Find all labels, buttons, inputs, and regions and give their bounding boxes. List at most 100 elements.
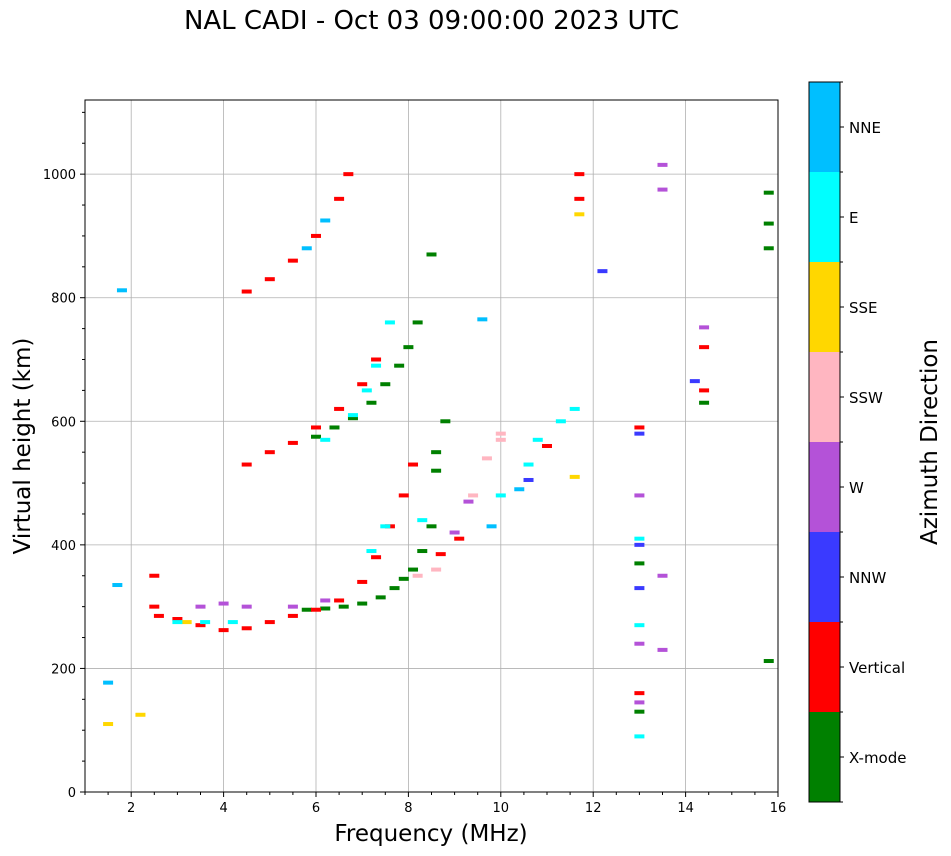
echo-point-x-mode [412,320,423,325]
y-tick-label: 600 [51,415,76,430]
colorbar-tick-label: Vertical [849,659,905,677]
echo-point-vertical [371,555,382,560]
echo-point-x-mode [634,709,645,714]
echo-point-vertical [153,613,164,618]
echo-point-vertical [264,620,275,625]
echo-point-e [347,413,358,418]
echo-point-x-mode [699,400,710,405]
echo-point-e [172,620,183,625]
echo-point-x-mode [408,567,419,572]
echo-point-vertical [634,425,645,430]
echo-point-nnw [523,477,534,482]
echo-point-vertical [408,462,419,467]
echo-point-x-mode [366,400,377,405]
echo-point-w [634,700,645,705]
echo-point-w [634,493,645,498]
echo-point-w [241,604,252,609]
echo-point-w [657,187,668,192]
echo-point-vertical [218,628,229,633]
echo-point-vertical [149,604,160,609]
x-tick-label: 6 [312,801,320,816]
echo-point-w [218,601,229,606]
y-tick-label: 800 [51,292,76,307]
echo-point-e [495,493,506,498]
echo-point-vertical [287,258,298,263]
echo-point-e [380,524,391,529]
echo-point-nnw [634,431,645,436]
y-tick-label: 400 [51,539,76,554]
echo-point-x-mode [301,607,312,612]
echo-point-ssw [495,431,506,436]
echo-point-x-mode [426,524,437,529]
echo-point-x-mode [431,450,442,455]
echo-point-vertical [241,626,252,631]
colorbar-tick-label: W [849,479,864,497]
colorbar-tick-label: NNW [849,569,886,587]
echo-point-x-mode [338,604,349,609]
echo-point-w [657,573,668,578]
echo-point-nne [477,317,488,322]
echo-point-e [200,620,211,625]
echo-point-sse [569,474,580,479]
echo-point-w [657,647,668,652]
echo-point-x-mode [763,659,774,664]
chart-title: NAL CADI - Oct 03 09:00:00 2023 UTC [183,6,680,36]
echo-point-w [634,641,645,646]
x-tick-label: 2 [127,801,135,816]
x-tick-label: 16 [770,801,787,816]
echo-point-ssw [412,573,423,578]
echo-point-vertical [542,444,552,448]
echo-point-x-mode [320,606,331,611]
echo-point-sse [135,712,146,717]
echo-point-e [523,462,534,467]
colorbar: X-mode Vertical NNW W SSW SSE E NNE [808,81,906,803]
echo-point-e [634,623,645,628]
colorbar-segment [809,262,840,352]
echo-point-nne [514,487,525,492]
echo-point-e [634,734,645,739]
echo-point-vertical [311,233,321,238]
echo-point-w [320,598,331,603]
echo-point-ssw [495,437,506,442]
echo-point-x-mode [394,363,405,368]
echo-point-vertical [343,172,354,177]
colorbar-frame [808,81,841,803]
echo-point-nne [103,680,114,685]
echo-point-vertical [574,172,585,177]
echo-point-vertical [311,607,321,612]
echo-point-vertical [334,406,345,411]
echo-point-x-mode [311,434,321,439]
echo-point-sse [574,212,585,217]
echo-point-w [287,604,298,609]
echo-point-x-mode [347,416,358,421]
echo-point-x-mode [763,221,774,226]
echo-point-e [634,536,645,541]
echo-point-w [463,499,474,504]
y-tick-label: 0 [68,786,76,801]
echo-point-w [699,325,710,330]
echo-point-x-mode [329,425,340,430]
echo-point-e [555,419,566,424]
echo-point-x-mode [417,549,428,554]
echo-point-x-mode [403,345,414,350]
colorbar-segment [809,532,840,622]
echo-point-vertical [334,598,345,603]
echo-point-nne [320,218,331,223]
echo-point-vertical [264,277,275,282]
echo-point-x-mode [375,595,386,600]
echo-point-vertical [574,196,585,201]
x-tick-label: 4 [219,801,227,816]
echo-point-vertical [357,382,368,387]
echo-point-vertical [435,552,446,557]
y-axis-label: Virtual height (km) [10,338,36,555]
echo-point-nne [112,583,123,588]
echo-point-vertical [195,623,206,628]
colorbar-label: Azimuth Direction [917,339,943,545]
echo-point-ssw [468,493,479,498]
colorbar-tick-label: SSE [849,299,878,317]
x-tick-label: 14 [677,801,694,816]
echo-point-vertical [241,462,252,467]
colorbar-tick-label: E [849,209,858,227]
echo-point-w [657,162,668,167]
echo-point-e [366,549,377,554]
